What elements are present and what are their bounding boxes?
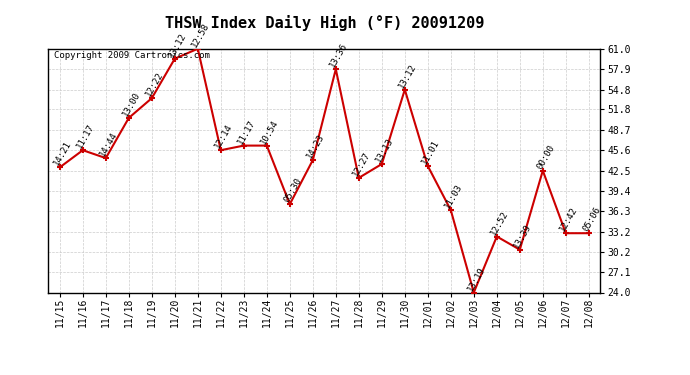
Text: 12:52: 12:52 (489, 209, 510, 237)
Text: 05:06: 05:06 (581, 206, 602, 233)
Text: 12:14: 12:14 (213, 122, 234, 150)
Text: 13:19: 13:19 (466, 265, 487, 292)
Text: 11:01: 11:01 (420, 138, 441, 166)
Text: 00:00: 00:00 (535, 143, 556, 171)
Text: 11:03: 11:03 (443, 182, 464, 210)
Text: 12:42: 12:42 (558, 206, 579, 233)
Text: 14:23: 14:23 (305, 132, 326, 160)
Text: 13:39: 13:39 (512, 222, 533, 250)
Text: 13:12: 13:12 (397, 62, 418, 90)
Text: 12:22: 12:22 (144, 70, 165, 98)
Text: 13:13: 13:13 (374, 136, 395, 164)
Text: 13:36: 13:36 (328, 41, 349, 69)
Text: 11:17: 11:17 (75, 122, 96, 150)
Text: 12:27: 12:27 (351, 150, 372, 178)
Text: 13:00: 13:00 (121, 90, 142, 118)
Text: Copyright 2009 Cartronics.com: Copyright 2009 Cartronics.com (54, 51, 210, 60)
Text: 10:54: 10:54 (259, 118, 280, 146)
Text: 14:44: 14:44 (98, 130, 119, 158)
Text: 11:17: 11:17 (236, 118, 257, 146)
Text: 14:21: 14:21 (52, 140, 73, 167)
Text: 13:12: 13:12 (167, 31, 188, 58)
Text: THSW Index Daily High (°F) 20091209: THSW Index Daily High (°F) 20091209 (165, 15, 484, 31)
Text: 05:30: 05:30 (282, 177, 303, 204)
Text: 12:58: 12:58 (190, 21, 211, 49)
